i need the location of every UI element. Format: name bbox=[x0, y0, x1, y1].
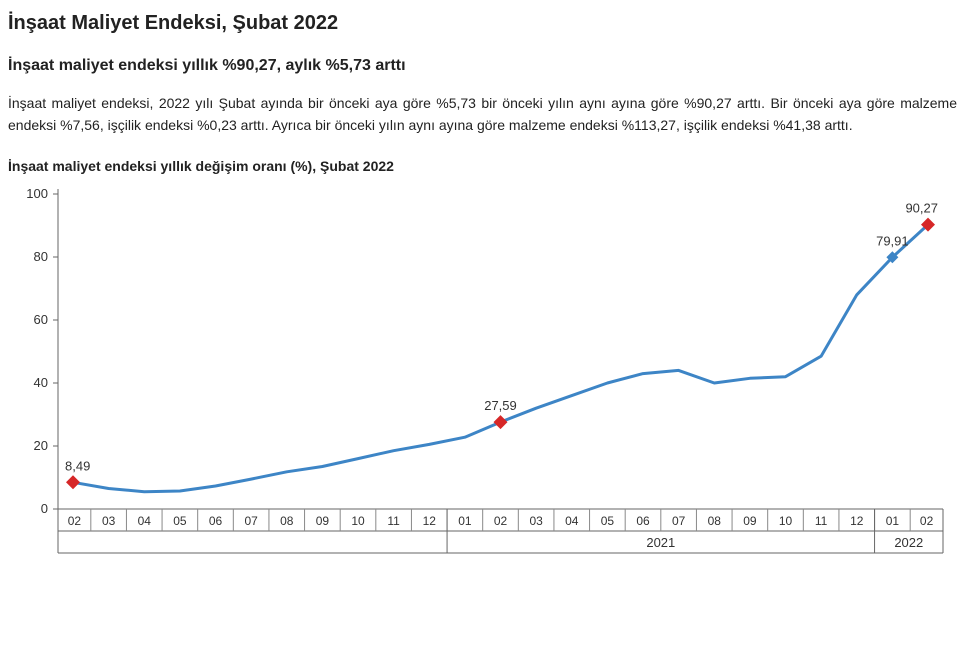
x-tick-label: 11 bbox=[815, 514, 828, 528]
x-tick-label: 05 bbox=[173, 514, 187, 528]
year-label: 2021 bbox=[646, 535, 675, 550]
x-tick-label: 10 bbox=[779, 514, 793, 528]
x-tick-label: 04 bbox=[138, 514, 152, 528]
x-tick-label: 03 bbox=[102, 514, 116, 528]
year-label: 2022 bbox=[894, 535, 923, 550]
x-tick-label: 09 bbox=[316, 514, 330, 528]
y-tick-label: 0 bbox=[41, 501, 48, 516]
value-label: 8,49 bbox=[65, 459, 90, 474]
x-tick-label: 09 bbox=[743, 514, 757, 528]
x-tick-label: 02 bbox=[68, 514, 82, 528]
sub-title: İnşaat maliyet endeksi yıllık %90,27, ay… bbox=[8, 57, 957, 75]
y-tick-label: 40 bbox=[34, 375, 48, 390]
x-tick-label: 12 bbox=[423, 514, 437, 528]
y-tick-label: 80 bbox=[34, 249, 48, 264]
x-tick-label: 12 bbox=[850, 514, 864, 528]
x-tick-label: 01 bbox=[886, 514, 900, 528]
body-paragraph: İnşaat maliyet endeksi, 2022 yılı Şubat … bbox=[8, 93, 957, 136]
x-tick-label: 02 bbox=[494, 514, 508, 528]
series-line bbox=[73, 225, 928, 492]
x-tick-label: 01 bbox=[458, 514, 472, 528]
x-tick-label: 05 bbox=[601, 514, 615, 528]
line-chart: 0204060801000203040506070809101112010203… bbox=[8, 184, 957, 584]
x-tick-label: 04 bbox=[565, 514, 579, 528]
x-tick-label: 07 bbox=[244, 514, 258, 528]
y-tick-label: 100 bbox=[26, 186, 48, 201]
highlight-marker bbox=[494, 415, 508, 429]
x-tick-label: 07 bbox=[672, 514, 686, 528]
x-tick-label: 06 bbox=[636, 514, 650, 528]
x-tick-label: 02 bbox=[920, 514, 934, 528]
highlight-marker bbox=[66, 476, 80, 490]
x-tick-label: 11 bbox=[387, 514, 400, 528]
value-label: 79,91 bbox=[876, 234, 909, 249]
chart-title: İnşaat maliyet endeksi yıllık değişim or… bbox=[8, 158, 957, 174]
y-tick-label: 60 bbox=[34, 312, 48, 327]
value-label: 90,27 bbox=[905, 201, 938, 216]
x-tick-label: 03 bbox=[529, 514, 543, 528]
value-label: 27,59 bbox=[484, 398, 517, 413]
x-tick-label: 10 bbox=[351, 514, 365, 528]
page-title: İnşaat Maliyet Endeksi, Şubat 2022 bbox=[8, 12, 957, 35]
x-tick-label: 06 bbox=[209, 514, 223, 528]
x-tick-label: 08 bbox=[280, 514, 294, 528]
y-tick-label: 20 bbox=[34, 438, 48, 453]
x-tick-label: 08 bbox=[708, 514, 722, 528]
